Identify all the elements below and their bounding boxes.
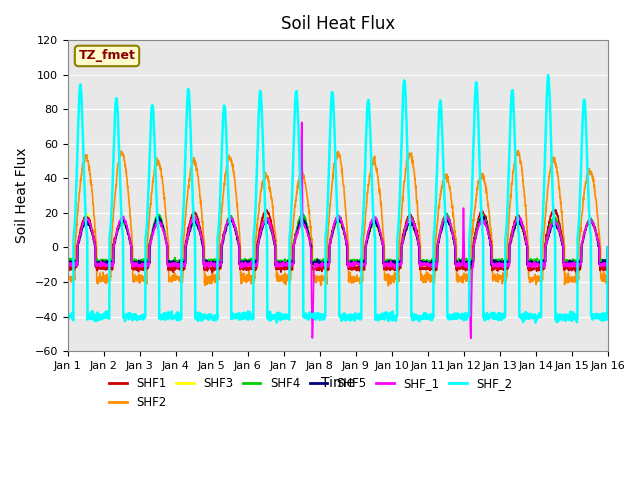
Text: TZ_fmet: TZ_fmet [79,49,136,62]
SHF1 [604,245,611,251]
SHF3 [604,245,611,251]
Line: SHF3: SHF3 [68,214,607,268]
SHF_1 [572,262,579,267]
SHF_2 [353,315,361,321]
SHF5 [478,214,486,219]
SHF_2 [365,101,372,107]
SHF_2 [495,311,502,317]
SHF5 [604,245,611,251]
SHF4 [64,259,72,264]
SHF_1 [353,261,361,267]
SHF_2 [214,229,222,235]
SHF1 [365,225,373,230]
SHF_1 [64,264,72,269]
Y-axis label: Soil Heat Flux: Soil Heat Flux [15,148,29,243]
SHF2 [495,274,502,280]
SHF_1 [495,264,502,270]
Line: SHF4: SHF4 [68,214,607,264]
Line: SHF1: SHF1 [68,210,607,272]
SHF_1 [298,120,306,125]
SHF3 [83,211,91,216]
SHF2 [64,279,72,285]
SHF3 [572,262,579,268]
SHF1 [354,264,362,270]
SHF_2 [544,72,552,78]
SHF2 [385,283,392,289]
SHF2 [557,194,564,200]
SHF1 [557,225,564,231]
SHF3 [557,233,564,239]
SHF2 [353,274,361,280]
SHF1 [495,265,502,271]
SHF4 [214,258,222,264]
SHF_1 [214,262,222,268]
SHF1 [572,266,579,272]
SHF3 [365,230,373,236]
SHF_2 [557,316,564,322]
SHF3 [354,264,362,269]
Line: SHF_1: SHF_1 [68,122,607,338]
Legend: SHF1, SHF2, SHF3, SHF4, SHF5, SHF_1, SHF_2: SHF1, SHF2, SHF3, SHF4, SHF5, SHF_1, SHF… [104,372,517,414]
SHF_1 [604,245,611,251]
SHF1 [209,269,216,275]
SHF2 [604,245,611,251]
Line: SHF2: SHF2 [68,151,607,286]
SHF4 [495,258,502,264]
SHF5 [64,262,72,267]
SHF1 [64,265,72,271]
SHF4 [136,262,144,267]
SHF3 [495,261,502,266]
SHF_2 [532,320,540,325]
SHF5 [353,260,361,266]
SHF4 [353,257,361,263]
SHF_1 [557,232,564,238]
SHF3 [215,264,223,270]
SHF_1 [365,227,373,233]
Line: SHF5: SHF5 [68,216,607,267]
SHF_1 [467,336,475,341]
SHF2 [514,148,522,154]
SHF5 [214,261,222,266]
Title: Soil Heat Flux: Soil Heat Flux [280,15,395,33]
X-axis label: Time: Time [321,376,355,390]
SHF5 [467,264,474,270]
SHF1 [214,265,222,271]
SHF_2 [604,245,611,251]
SHF1 [262,207,269,213]
SHF_2 [572,313,579,319]
Line: SHF_2: SHF_2 [68,75,607,323]
SHF2 [572,279,579,285]
SHF4 [604,245,611,251]
SHF2 [214,275,222,280]
SHF5 [365,230,372,236]
SHF3 [64,262,72,268]
SHF5 [572,260,579,266]
SHF4 [557,231,564,237]
SHF4 [443,211,451,216]
SHF5 [495,260,502,265]
SHF2 [365,180,372,186]
SHF5 [557,234,564,240]
SHF3 [104,265,112,271]
SHF_2 [64,315,72,321]
SHF4 [572,258,579,264]
SHF4 [365,228,373,234]
